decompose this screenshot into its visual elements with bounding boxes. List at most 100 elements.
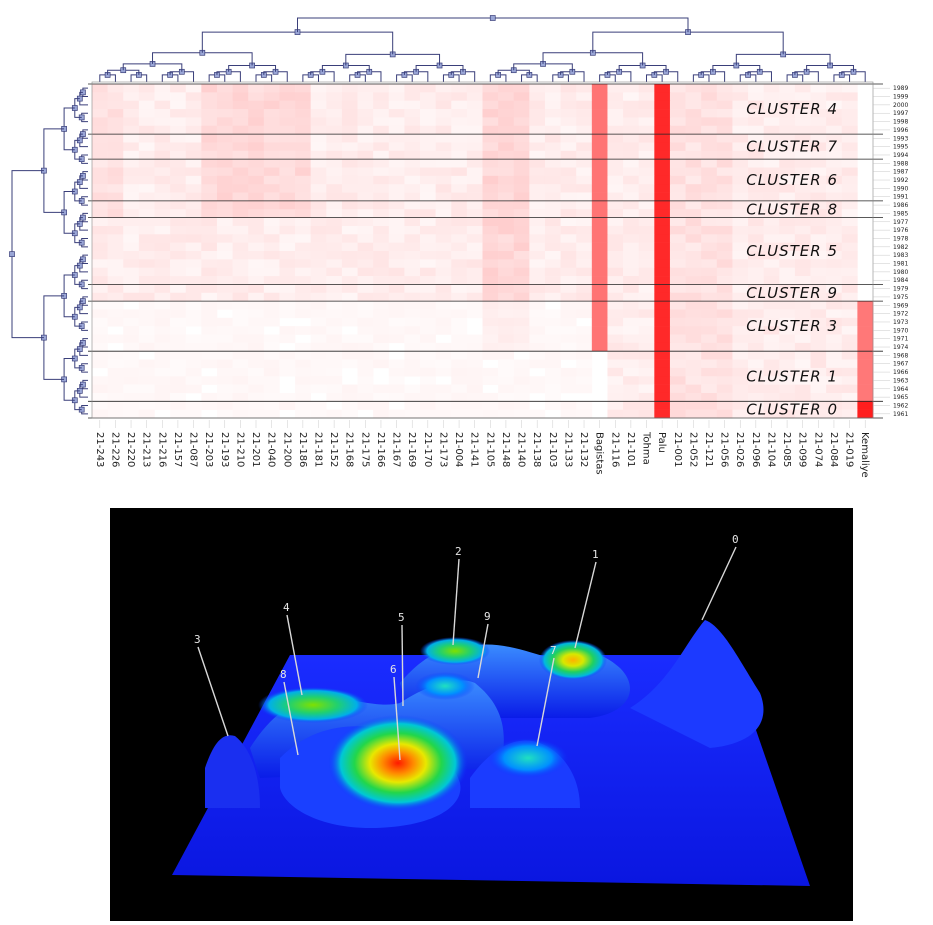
heatmap-cell xyxy=(810,359,827,369)
heatmap-cell xyxy=(732,359,749,369)
heatmap-cell xyxy=(576,251,593,260)
heatmap-cell xyxy=(373,242,390,252)
heatmap-cell xyxy=(482,117,499,127)
heatmap-cell xyxy=(185,125,202,135)
leader-line xyxy=(197,646,229,737)
heatmap-cell xyxy=(607,184,624,193)
heatmap-cell xyxy=(748,401,764,410)
heatmap-cell xyxy=(544,192,561,202)
heatmap-cell xyxy=(810,225,827,235)
heatmap-cell xyxy=(638,301,655,310)
heatmap-cell xyxy=(544,392,561,402)
heatmap-cell xyxy=(310,225,327,235)
heatmap-cell xyxy=(201,309,218,319)
heatmap-cell xyxy=(341,150,358,160)
heatmap-cell xyxy=(841,159,858,168)
heatmap-cell xyxy=(92,276,108,285)
heatmap-cell xyxy=(279,267,296,277)
heatmap-cell xyxy=(216,276,233,285)
heatmap-cell xyxy=(763,175,780,185)
heatmap-cell xyxy=(560,259,577,268)
heatmap-cell xyxy=(732,217,749,227)
heatmap-cell xyxy=(420,284,436,294)
heatmap-cell xyxy=(185,92,202,101)
heatmap-cell xyxy=(263,367,280,377)
heatmap-cell xyxy=(607,159,624,168)
heatmap-cell xyxy=(529,167,546,177)
heatmap-cell xyxy=(357,150,374,160)
heatmap-cell xyxy=(654,217,671,227)
heatmap-cell xyxy=(669,159,686,168)
heatmap-cell xyxy=(92,225,108,235)
heatmap-cell xyxy=(123,276,140,285)
heatmap-cell xyxy=(263,301,280,310)
heatmap-cell xyxy=(154,309,171,319)
heatmap-cell xyxy=(154,276,171,285)
heatmap-cell xyxy=(810,309,827,319)
heatmap-cell xyxy=(435,284,452,294)
heatmap-cell xyxy=(123,134,140,143)
heatmap-cell xyxy=(498,342,515,352)
heatmap-cell xyxy=(607,276,624,285)
heatmap-cell xyxy=(310,242,327,252)
heatmap-cell xyxy=(185,309,202,319)
heatmap-cell xyxy=(373,192,390,202)
heatmap-cell xyxy=(154,125,171,135)
heatmap-cell xyxy=(544,134,561,143)
heatmap-cell xyxy=(279,200,296,210)
heatmap-cell xyxy=(154,159,171,168)
heatmap-cell xyxy=(857,409,874,419)
heatmap-cell xyxy=(154,84,171,93)
heatmap-cell xyxy=(529,150,546,160)
heatmap-cell xyxy=(404,317,421,327)
heatmap-cell xyxy=(576,276,593,285)
heatmap-cell xyxy=(170,326,187,335)
heatmap-cell xyxy=(170,100,187,110)
heatmap-cell xyxy=(295,367,311,377)
heatmap-cell xyxy=(420,167,436,177)
heatmap-cell xyxy=(341,309,358,319)
heatmap-cell xyxy=(685,317,702,327)
heatmap-cell xyxy=(638,267,655,277)
heatmap-cell xyxy=(295,134,311,143)
heatmap-cell xyxy=(607,384,624,394)
heatmap-cell xyxy=(341,401,358,410)
heatmap-cell xyxy=(123,200,140,210)
heatmap-cell xyxy=(826,167,843,177)
heatmap-cell xyxy=(263,150,280,160)
heatmap-cell xyxy=(701,125,718,135)
year-label: 1976 xyxy=(893,227,908,234)
heatmap-cell xyxy=(732,309,749,319)
heatmap-cell xyxy=(498,134,515,143)
heatmap-cell xyxy=(341,159,358,168)
heatmap-cell xyxy=(669,251,686,260)
heatmap-cell xyxy=(857,359,874,369)
heatmap-cell xyxy=(701,251,718,260)
heatmap-cell xyxy=(185,100,202,110)
heatmap-cell xyxy=(654,359,671,369)
heatmap-cell xyxy=(794,276,811,285)
heatmap-cell xyxy=(185,367,202,377)
heatmap-cell xyxy=(560,225,577,235)
heatmap-cell xyxy=(92,234,108,243)
heatmap-cell xyxy=(482,276,499,285)
heatmap-cell xyxy=(841,359,858,369)
cluster-label: CLUSTER 4 xyxy=(746,100,838,118)
heatmap-cell xyxy=(201,376,218,385)
heatmap-cell xyxy=(841,242,858,252)
heatmap-cell xyxy=(373,392,390,402)
heatmap-cell xyxy=(654,242,671,252)
heatmap-cell xyxy=(544,359,561,369)
heatmap-cell xyxy=(623,167,639,177)
heatmap-cell xyxy=(201,251,218,260)
heatmap-cell xyxy=(123,242,140,252)
heatmap-cell xyxy=(826,401,843,410)
heatmap-cell xyxy=(779,401,796,410)
heatmap-cell xyxy=(404,259,421,268)
heatmap-cell xyxy=(529,259,546,268)
heatmap-cell xyxy=(154,292,171,302)
heatmap-cell xyxy=(794,184,811,193)
heatmap-cell xyxy=(826,376,843,385)
year-label: 1984 xyxy=(893,277,908,284)
heatmap-cell xyxy=(295,84,311,93)
